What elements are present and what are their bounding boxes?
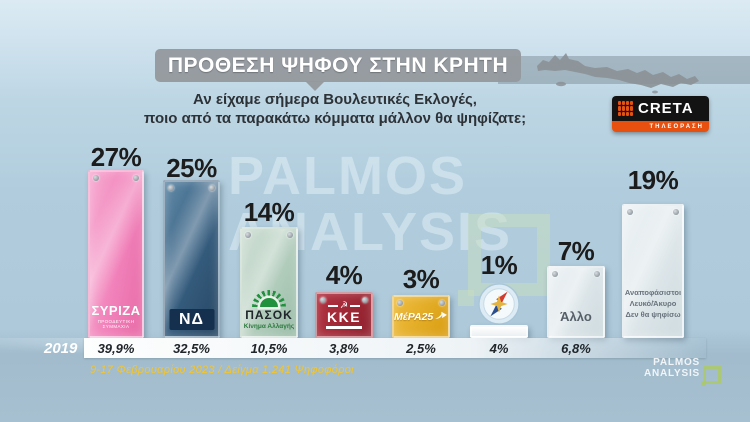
kke-line-decoration [350,304,361,307]
poll-question: Αν είχαμε σήμερα Βουλευτικές Εκλογές, πο… [110,90,560,128]
allo-label: Άλλο [560,309,592,324]
syriza-logo-subtext: ΠΡΟΟΔΕΥΤΙΚΗ ΣΥΜΜΑΧΙΑ [97,319,135,329]
bar-nea-dimokratia: ΝΔ ΝΕΑ ΔΗΜΟΚΡΑΤΙΑ [163,180,220,338]
prev-nd: 32,5% [173,341,210,356]
prev-kke: 3,8% [329,341,359,356]
bar-syriza: ΣΥΡΙΖΑ ΠΡΟΟΔΕΥΤΙΚΗ ΣΥΜΜΑΧΙΑ [88,170,144,338]
page-title: ΠΡΟΘΕΣΗ ΨΗΦΟΥ ΣΤΗΝ ΚΡΗΤΗ [167,53,509,77]
palmos-analysis-logo: PALMOS ANALYSIS [643,357,700,379]
prev-plefsi: 4% [489,341,509,356]
pct-label-plefsi: 1% [480,250,518,280]
hammer-sickle-icon: ☭ [339,300,349,311]
pasok-sun-icon [252,290,286,307]
poll-question-line2: ποιο από τα παρακάτω κόμματα μάλλον θα ψ… [143,110,527,127]
pct-label-syriza: 27% [90,142,142,172]
page-title-box: ΠΡΟΘΕΣΗ ΨΗΦΟΥ ΣΤΗΝ ΚΡΗΤΗ [155,49,521,91]
nd-logo-text: ΝΔ [178,311,205,328]
bar-mera25: ΜέΡΑ25 [392,295,450,338]
nd-logo: ΝΔ ΝΕΑ ΔΗΜΟΚΡΑΤΙΑ [169,309,214,330]
pct-label-nd: 25% [166,153,217,183]
creta-logo-strip: ΤΗΛΕΟΡΑΣΗ [612,121,709,132]
baseline-year-label: 2019 [44,340,78,357]
bar-undecided: Αναποφάσιστοι Λευκό/Άκυρο Δεν θα ψηφίσω [622,204,684,338]
undecided-line3: Δεν θα ψηφίσω [625,310,681,319]
undecided-line2: Λευκό/Άκυρο [629,299,677,308]
creta-tv-logo: CRETA ΤΗΛΕΟΡΑΣΗ [612,96,709,132]
glass-shine [549,268,603,336]
creta-logo-subtitle: ΤΗΛΕΟΡΑΣΗ [649,123,704,130]
pasok-logo-subtext: Κίνημα Αλλαγής [243,323,295,330]
undecided-label: Αναποφάσιστοι Λευκό/Άκυρο Δεν θα ψηφίσω [624,287,682,320]
kke-line-decoration [326,326,362,329]
kke-logo-text: ΚΚΕ [326,309,362,326]
mera25-arrow-icon [435,311,448,319]
bar-plefsi-eleftherias [470,325,528,338]
bar-allo: Άλλο [547,266,605,338]
fieldwork-footnote: 9-17 Φεβρουαρίου 2023 / Δείγμα 1.241 Ψηφ… [90,364,354,376]
pct-label-allo: 7% [557,236,595,266]
pct-label-undecided: 19% [627,165,679,195]
bar-pasok: ΠΑΣΟΚ Κίνημα Αλλαγής [240,227,298,338]
mera25-logo-text: ΜέΡΑ25 [394,310,434,323]
pasok-logo-text: ΠΑΣΟΚ [245,308,293,322]
kke-line-decoration [327,304,338,307]
syriza-logo-text: ΣΥΡΙΖΑ [91,303,141,318]
poll-question-line1: Αν είχαμε σήμερα Βουλευτικές Εκλογές, [193,91,477,108]
pct-label-mera25: 3% [402,264,440,294]
palmos-square-icon [701,366,721,386]
creta-logo-name: CRETA [638,100,694,117]
crete-island-icon [533,40,703,101]
pct-label-pasok: 14% [243,197,295,227]
prev-allo: 6,8% [561,341,591,356]
undecided-line1: Αναποφάσιστοι [624,288,682,297]
creta-dots-icon [618,101,633,116]
baseline-2019-strip [84,338,706,358]
plefsi-compass-icon [478,283,520,325]
pct-label-kke: 4% [325,260,363,290]
prev-pasok: 10,5% [250,341,288,356]
prev-mera25: 2,5% [406,341,436,356]
kke-logo-top: ☭ [327,300,361,311]
syriza-logo: ΣΥΡΙΖΑ ΠΡΟΟΔΕΥΤΙΚΗ ΣΥΜΜΑΧΙΑ [90,303,142,329]
creta-logo-top: CRETA [612,96,709,121]
pasok-logo: ΠΑΣΟΚ Κίνημα Αλλαγής [242,290,296,330]
bar-kke: ☭ ΚΚΕ [315,292,373,338]
prev-syriza: 39,9% [97,341,135,356]
